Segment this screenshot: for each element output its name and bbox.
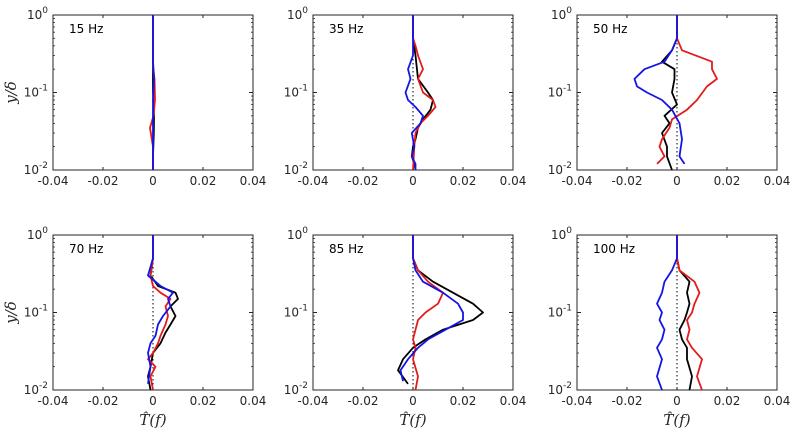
x-tick-label: 0 xyxy=(673,394,681,408)
x-tick-label: 0.04 xyxy=(500,394,527,408)
y-tick-label: 10-1 xyxy=(548,84,572,100)
x-axis-title: T̂(f) xyxy=(139,411,166,429)
subplot-50-hz: -0.04 -0.02 0 0.02 0.04 10-2 10-1 100 50 Hz xyxy=(548,6,791,188)
series-line-blue xyxy=(147,235,174,385)
subplot-70-hz: -0.04 -0.02 0 0.02 0.04 10-2 10-1 100 70 Hz xyxy=(24,226,267,408)
panel-label: 70 Hz xyxy=(69,242,103,256)
y-axis-title: y/δ xyxy=(2,81,20,105)
y-tick-label: 100 xyxy=(551,226,572,242)
subplot-15-hz: -0.04 -0.02 0 0.02 0.04 10-2 10-1 100 15 Hz xyxy=(24,6,267,188)
x-tick-label: 0 xyxy=(409,174,417,188)
panel-label: 50 Hz xyxy=(593,22,627,36)
panel-label: 100 Hz xyxy=(593,242,635,256)
x-tick-label: -0.04 xyxy=(561,174,592,188)
series-line-blue xyxy=(399,235,464,382)
x-tick-label: -0.02 xyxy=(87,394,118,408)
x-tick-label: -0.04 xyxy=(37,394,68,408)
x-tick-label: 0 xyxy=(409,394,417,408)
series-line-red xyxy=(412,15,437,171)
y-tick-label: 10-2 xyxy=(284,161,308,177)
x-tick-label: -0.02 xyxy=(611,394,642,408)
x-tick-label: 0.04 xyxy=(764,174,791,188)
x-tick-label: 0.04 xyxy=(764,394,791,408)
panel-label: 85 Hz xyxy=(329,242,363,256)
x-tick-label: -0.02 xyxy=(347,174,378,188)
x-tick-label: 0.02 xyxy=(450,174,477,188)
x-tick-label: -0.02 xyxy=(611,174,642,188)
y-tick-label: 10-2 xyxy=(284,381,308,397)
x-tick-label: -0.04 xyxy=(561,394,592,408)
x-tick-label: 0.04 xyxy=(500,174,527,188)
x-tick-label: 0 xyxy=(149,394,157,408)
y-tick-label: 10-1 xyxy=(24,304,48,320)
y-tick-label: 10-2 xyxy=(548,161,572,177)
y-tick-label: 100 xyxy=(287,6,308,22)
subplot-85-hz: -0.04 -0.02 0 0.02 0.04 10-2 10-1 100 85 Hz xyxy=(284,226,527,408)
y-tick-label: 10-2 xyxy=(24,161,48,177)
x-tick-label: -0.04 xyxy=(37,174,68,188)
x-tick-label: -0.04 xyxy=(297,394,328,408)
x-tick-label: -0.04 xyxy=(297,174,328,188)
series-line-red xyxy=(656,15,718,165)
y-tick-label: 10-2 xyxy=(24,381,48,397)
y-tick-label: 10-1 xyxy=(24,84,48,100)
x-axis-title: T̂(f) xyxy=(399,411,426,429)
y-tick-label: 100 xyxy=(27,226,48,242)
x-tick-label: 0.04 xyxy=(240,394,267,408)
x-tick-label: -0.02 xyxy=(87,174,118,188)
subplot-35-hz: -0.04 -0.02 0 0.02 0.04 10-2 10-1 100 35 Hz xyxy=(284,6,527,188)
y-tick-label: 10-1 xyxy=(548,304,572,320)
x-tick-label: 0.02 xyxy=(190,174,217,188)
series-line-red xyxy=(412,235,444,391)
x-tick-label: 0.04 xyxy=(240,174,267,188)
y-axis-title: y/δ xyxy=(2,301,20,325)
x-tick-label: 0.02 xyxy=(190,394,217,408)
subplot-100-hz: -0.04 -0.02 0 0.02 0.04 10-2 10-1 100 100 Hz xyxy=(548,226,791,408)
y-tick-label: 100 xyxy=(27,6,48,22)
x-tick-label: -0.02 xyxy=(347,394,378,408)
y-tick-label: 100 xyxy=(551,6,572,22)
series-line-red xyxy=(676,235,703,391)
x-tick-label: 0.02 xyxy=(714,394,741,408)
x-tick-label: 0 xyxy=(149,174,157,188)
series-line-red xyxy=(147,235,172,391)
panel-label: 15 Hz xyxy=(69,22,103,36)
series-line-blue xyxy=(404,15,424,170)
series-line-blue xyxy=(152,15,155,170)
x-tick-label: 0.02 xyxy=(714,174,741,188)
x-axis-title: T̂(f) xyxy=(663,411,690,429)
y-tick-label: 10-1 xyxy=(284,84,308,100)
series-line-blue xyxy=(656,235,678,391)
y-tick-label: 10-1 xyxy=(284,304,308,320)
y-tick-label: 10-2 xyxy=(548,381,572,397)
series-line-blue xyxy=(633,15,686,165)
y-tick-label: 100 xyxy=(287,226,308,242)
panel-label: 35 Hz xyxy=(329,22,363,36)
x-tick-label: 0.02 xyxy=(450,394,477,408)
x-tick-label: 0 xyxy=(673,174,681,188)
